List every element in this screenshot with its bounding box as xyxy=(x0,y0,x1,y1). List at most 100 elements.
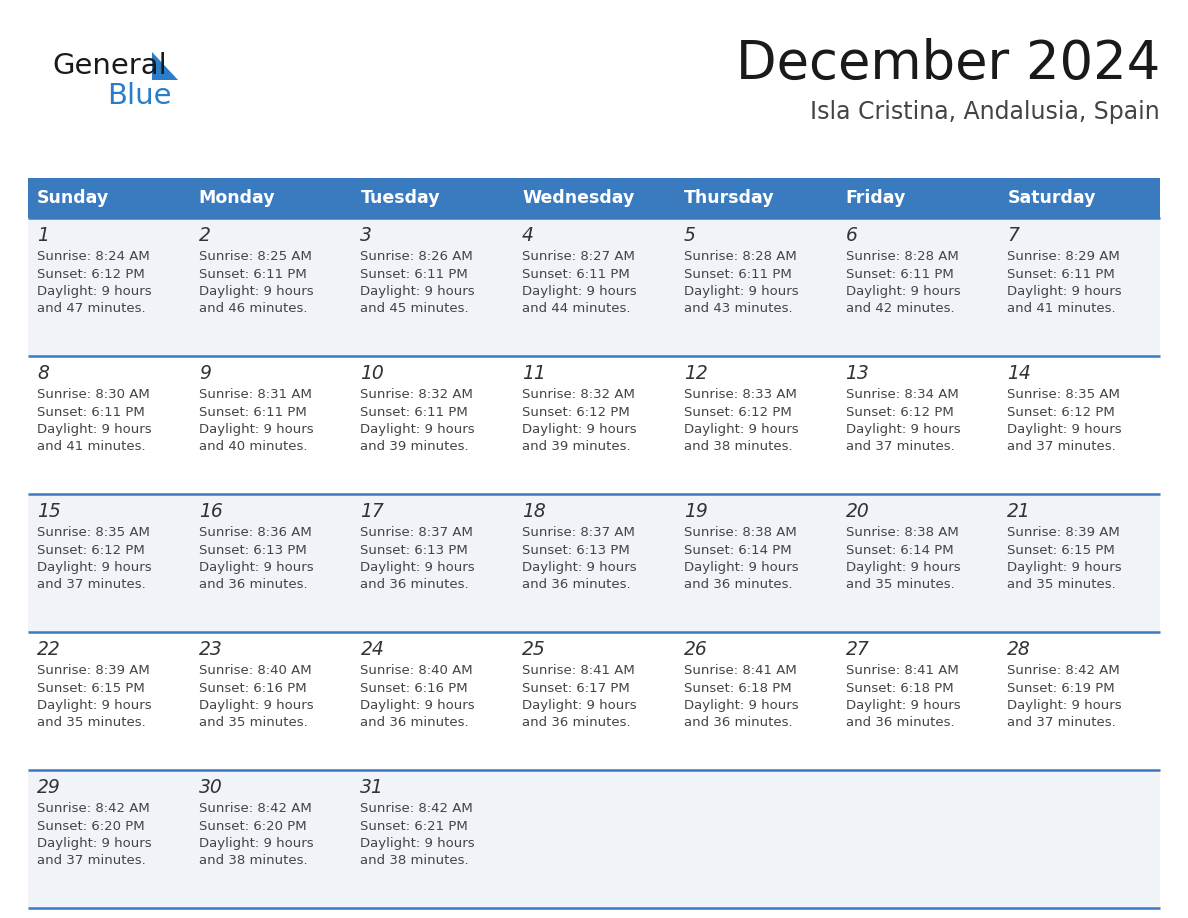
Text: Daylight: 9 hours: Daylight: 9 hours xyxy=(1007,699,1121,712)
Text: Sunset: 6:13 PM: Sunset: 6:13 PM xyxy=(198,543,307,556)
Text: 4: 4 xyxy=(523,226,535,245)
Text: Daylight: 9 hours: Daylight: 9 hours xyxy=(198,561,314,574)
Text: Sunset: 6:15 PM: Sunset: 6:15 PM xyxy=(37,681,145,695)
Text: and 36 minutes.: and 36 minutes. xyxy=(523,717,631,730)
Text: Sunrise: 8:37 AM: Sunrise: 8:37 AM xyxy=(360,526,473,539)
Text: Daylight: 9 hours: Daylight: 9 hours xyxy=(1007,561,1121,574)
Text: Sunrise: 8:35 AM: Sunrise: 8:35 AM xyxy=(37,526,150,539)
Text: Sunrise: 8:29 AM: Sunrise: 8:29 AM xyxy=(1007,250,1120,263)
Text: and 38 minutes.: and 38 minutes. xyxy=(684,441,792,453)
Text: Daylight: 9 hours: Daylight: 9 hours xyxy=(1007,423,1121,436)
Text: and 41 minutes.: and 41 minutes. xyxy=(37,441,146,453)
Text: Sunset: 6:21 PM: Sunset: 6:21 PM xyxy=(360,820,468,833)
Text: Sunrise: 8:37 AM: Sunrise: 8:37 AM xyxy=(523,526,636,539)
Text: and 45 minutes.: and 45 minutes. xyxy=(360,303,469,316)
Text: and 36 minutes.: and 36 minutes. xyxy=(846,717,954,730)
Text: and 46 minutes.: and 46 minutes. xyxy=(198,303,308,316)
Bar xyxy=(836,178,998,218)
Text: and 38 minutes.: and 38 minutes. xyxy=(360,855,469,868)
Text: Sunrise: 8:30 AM: Sunrise: 8:30 AM xyxy=(37,388,150,401)
Text: Daylight: 9 hours: Daylight: 9 hours xyxy=(684,699,798,712)
Text: Sunrise: 8:41 AM: Sunrise: 8:41 AM xyxy=(684,664,797,677)
Bar xyxy=(190,178,352,218)
Text: 6: 6 xyxy=(846,226,858,245)
Text: and 35 minutes.: and 35 minutes. xyxy=(1007,578,1116,591)
Text: Sunset: 6:16 PM: Sunset: 6:16 PM xyxy=(360,681,468,695)
Text: Sunset: 6:11 PM: Sunset: 6:11 PM xyxy=(360,406,468,419)
Text: 2: 2 xyxy=(198,226,210,245)
Text: Daylight: 9 hours: Daylight: 9 hours xyxy=(523,285,637,298)
Text: Sunday: Sunday xyxy=(37,189,109,207)
Text: Sunrise: 8:27 AM: Sunrise: 8:27 AM xyxy=(523,250,636,263)
Text: Isla Cristina, Andalusia, Spain: Isla Cristina, Andalusia, Spain xyxy=(810,100,1159,124)
Text: Daylight: 9 hours: Daylight: 9 hours xyxy=(523,423,637,436)
Text: Sunset: 6:13 PM: Sunset: 6:13 PM xyxy=(360,543,468,556)
Text: Daylight: 9 hours: Daylight: 9 hours xyxy=(37,423,152,436)
Bar xyxy=(29,178,190,218)
Text: Sunset: 6:11 PM: Sunset: 6:11 PM xyxy=(523,267,630,281)
Text: 20: 20 xyxy=(846,502,870,521)
Bar xyxy=(513,178,675,218)
Text: Daylight: 9 hours: Daylight: 9 hours xyxy=(684,423,798,436)
Text: Daylight: 9 hours: Daylight: 9 hours xyxy=(846,285,960,298)
Text: Sunrise: 8:28 AM: Sunrise: 8:28 AM xyxy=(684,250,797,263)
Text: Sunrise: 8:32 AM: Sunrise: 8:32 AM xyxy=(360,388,473,401)
Text: Sunset: 6:14 PM: Sunset: 6:14 PM xyxy=(684,543,791,556)
Text: 23: 23 xyxy=(198,640,222,659)
Text: Sunrise: 8:25 AM: Sunrise: 8:25 AM xyxy=(198,250,311,263)
Text: Sunrise: 8:41 AM: Sunrise: 8:41 AM xyxy=(523,664,634,677)
Text: Sunset: 6:12 PM: Sunset: 6:12 PM xyxy=(37,267,145,281)
Text: 18: 18 xyxy=(523,502,546,521)
Text: Sunset: 6:20 PM: Sunset: 6:20 PM xyxy=(37,820,145,833)
Text: Sunrise: 8:42 AM: Sunrise: 8:42 AM xyxy=(37,802,150,815)
Text: Sunset: 6:11 PM: Sunset: 6:11 PM xyxy=(846,267,953,281)
Text: and 36 minutes.: and 36 minutes. xyxy=(523,578,631,591)
Text: Wednesday: Wednesday xyxy=(523,189,634,207)
Text: Daylight: 9 hours: Daylight: 9 hours xyxy=(684,561,798,574)
Text: Sunset: 6:13 PM: Sunset: 6:13 PM xyxy=(523,543,630,556)
Polygon shape xyxy=(152,52,178,80)
Text: and 38 minutes.: and 38 minutes. xyxy=(198,855,308,868)
Text: and 37 minutes.: and 37 minutes. xyxy=(846,441,954,453)
Text: General: General xyxy=(52,52,166,80)
Text: 14: 14 xyxy=(1007,364,1031,383)
Bar xyxy=(29,218,1159,356)
Text: 26: 26 xyxy=(684,640,708,659)
Bar xyxy=(352,178,513,218)
Text: and 36 minutes.: and 36 minutes. xyxy=(360,578,469,591)
Text: Sunrise: 8:38 AM: Sunrise: 8:38 AM xyxy=(846,526,959,539)
Text: and 35 minutes.: and 35 minutes. xyxy=(37,717,146,730)
Text: Sunrise: 8:39 AM: Sunrise: 8:39 AM xyxy=(37,664,150,677)
Text: Friday: Friday xyxy=(846,189,906,207)
Text: 5: 5 xyxy=(684,226,696,245)
Text: Daylight: 9 hours: Daylight: 9 hours xyxy=(523,699,637,712)
Text: Sunset: 6:11 PM: Sunset: 6:11 PM xyxy=(37,406,145,419)
Text: 25: 25 xyxy=(523,640,546,659)
Text: Daylight: 9 hours: Daylight: 9 hours xyxy=(846,699,960,712)
Text: Daylight: 9 hours: Daylight: 9 hours xyxy=(37,837,152,850)
Text: 10: 10 xyxy=(360,364,384,383)
Text: Sunset: 6:15 PM: Sunset: 6:15 PM xyxy=(1007,543,1116,556)
Text: Sunset: 6:12 PM: Sunset: 6:12 PM xyxy=(846,406,953,419)
Text: Sunrise: 8:24 AM: Sunrise: 8:24 AM xyxy=(37,250,150,263)
Text: 13: 13 xyxy=(846,364,870,383)
Text: Daylight: 9 hours: Daylight: 9 hours xyxy=(846,423,960,436)
Text: and 37 minutes.: and 37 minutes. xyxy=(37,855,146,868)
Text: 30: 30 xyxy=(198,778,222,797)
Text: Daylight: 9 hours: Daylight: 9 hours xyxy=(198,699,314,712)
Text: and 47 minutes.: and 47 minutes. xyxy=(37,303,146,316)
Bar xyxy=(675,178,836,218)
Text: Daylight: 9 hours: Daylight: 9 hours xyxy=(684,285,798,298)
Text: Daylight: 9 hours: Daylight: 9 hours xyxy=(360,561,475,574)
Text: 27: 27 xyxy=(846,640,870,659)
Text: Sunrise: 8:28 AM: Sunrise: 8:28 AM xyxy=(846,250,959,263)
Text: 1: 1 xyxy=(37,226,49,245)
Text: 24: 24 xyxy=(360,640,384,659)
Text: Daylight: 9 hours: Daylight: 9 hours xyxy=(37,561,152,574)
Text: Saturday: Saturday xyxy=(1007,189,1095,207)
Text: Daylight: 9 hours: Daylight: 9 hours xyxy=(1007,285,1121,298)
Text: Sunset: 6:12 PM: Sunset: 6:12 PM xyxy=(684,406,791,419)
Text: Sunrise: 8:40 AM: Sunrise: 8:40 AM xyxy=(360,664,473,677)
Text: Daylight: 9 hours: Daylight: 9 hours xyxy=(846,561,960,574)
Text: 22: 22 xyxy=(37,640,61,659)
